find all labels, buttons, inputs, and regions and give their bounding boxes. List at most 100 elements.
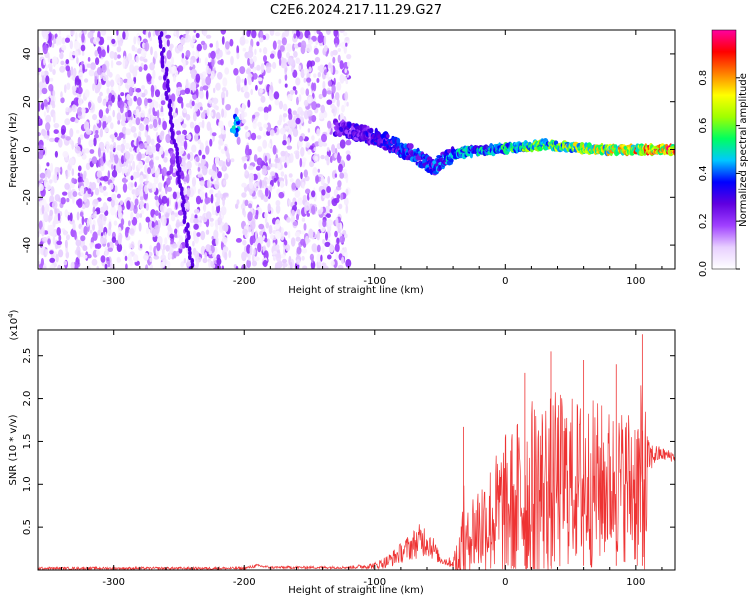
- spectrogram-cell: [117, 234, 122, 245]
- spectrogram-cell: [64, 239, 68, 249]
- spectrogram-cell: [241, 110, 245, 120]
- spectrogram-cell: [102, 152, 106, 163]
- spectrogram-cell: [51, 42, 55, 48]
- spectrogram-cell: [61, 37, 66, 45]
- spectrogram-cell: [291, 182, 296, 190]
- spectrogram-cell: [96, 249, 100, 257]
- spectrogram-cell: [67, 214, 71, 221]
- spectrogram-cell: [307, 128, 311, 133]
- spectrogram-cell: [216, 257, 222, 266]
- spectrogram-cell: [317, 66, 321, 71]
- spectrogram-cell: [97, 147, 101, 158]
- spectrogram-cell: [116, 136, 122, 141]
- spectrogram-cell: [211, 58, 215, 68]
- spectrogram-cell: [323, 44, 328, 52]
- snr-frame: [37, 329, 676, 571]
- spectrogram-x-label: Height of straight line (km): [288, 285, 424, 296]
- spectrogram-cell: [94, 187, 100, 196]
- spectrogram-cell: [164, 237, 168, 245]
- spectrogram-cell: [174, 70, 179, 77]
- spectrogram-cell: [250, 132, 257, 141]
- spectrogram-cell: [97, 229, 101, 236]
- spectrogram-cell: [248, 45, 253, 53]
- spectrogram-cell: [102, 185, 107, 191]
- spectrogram-cell: [327, 120, 332, 129]
- spectrogram-cell: [58, 197, 61, 203]
- spectrogram-cell: [236, 45, 240, 55]
- spectrogram-cell: [327, 80, 332, 87]
- spectrogram-cell: [175, 201, 178, 210]
- spectrogram-cell: [267, 203, 271, 213]
- spectrogram-cell: [50, 100, 55, 106]
- spectrogram-cell: [145, 202, 149, 211]
- spectrogram-cell: [208, 250, 212, 255]
- spectrogram-cell: [86, 63, 92, 68]
- spectrogram-cell: [97, 95, 102, 104]
- spectrogram-cell: [289, 261, 293, 269]
- spectrogram-cell: [339, 235, 345, 244]
- spectrogram-cell: [339, 60, 344, 70]
- spectrogram-cell: [59, 166, 63, 175]
- spectrogram-cell: [241, 251, 247, 262]
- spectrogram-cell: [71, 177, 75, 184]
- spectrogram-cell: [309, 253, 314, 261]
- spectrogram-cell: [191, 144, 197, 153]
- y-tick-label: 0: [22, 146, 33, 152]
- spectrogram-cell: [170, 214, 176, 222]
- spectrogram-cell: [53, 122, 60, 129]
- spectrogram-cell: [202, 85, 209, 91]
- spectrogram-cell: [126, 200, 131, 210]
- spectrogram-cell: [111, 38, 116, 45]
- spectrogram-x-ticks: -300 -200 -100 0 100: [60, 30, 663, 287]
- spectrogram-cell: [307, 39, 314, 45]
- spectrogram-cell: [205, 34, 212, 39]
- snr-multiplier-base: (x10: [9, 318, 20, 341]
- spectrogram-cell: [221, 265, 224, 269]
- spectrogram-cell: [144, 164, 148, 174]
- spectrogram-cell: [53, 113, 56, 123]
- spectrogram-cell: [305, 142, 311, 148]
- spectrogram-cell: [232, 128, 236, 134]
- spectrogram-cell: [222, 161, 226, 171]
- spectrogram-cell: [258, 223, 265, 230]
- spectrogram-cell: [228, 120, 233, 128]
- spectrogram-cell: [107, 115, 112, 123]
- spectrogram-cell: [60, 134, 66, 139]
- spectrogram-cell: [91, 258, 98, 266]
- spectrogram-cell: [65, 37, 70, 43]
- spectrogram-cell: [143, 64, 148, 71]
- spectrogram-cell: [263, 131, 267, 137]
- spectrogram-cell: [287, 57, 293, 66]
- spectrogram-cell: [67, 107, 73, 113]
- spectrogram-cell: [282, 262, 288, 268]
- spectrogram-cell: [98, 109, 104, 119]
- spectrogram-cell: [256, 41, 260, 47]
- spectrogram-cell: [49, 209, 54, 217]
- spectrogram-cell: [153, 175, 159, 185]
- svg-text:(x104): (x104): [7, 309, 20, 340]
- spectrogram-cell: [337, 54, 341, 64]
- spectrogram-cell: [113, 199, 119, 206]
- spectrogram-cell: [138, 222, 142, 232]
- spectrogram-cell: [139, 56, 145, 62]
- spectrogram-cell: [205, 244, 211, 252]
- spectrogram-cell: [157, 35, 162, 41]
- spectrogram-cell: [173, 233, 178, 238]
- spectrogram-cell: [280, 232, 285, 241]
- spectrogram-cell: [138, 66, 143, 72]
- spectrogram-cell: [247, 252, 251, 261]
- spectrogram-cell: [77, 106, 83, 117]
- spectrogram-cell: [98, 36, 105, 46]
- spectrogram-cell: [274, 162, 278, 169]
- spectrogram-cell: [185, 30, 190, 35]
- spectrogram-cell: [221, 129, 226, 135]
- spectrogram-cell: [146, 135, 151, 145]
- spectrogram-cell: [326, 72, 329, 79]
- spectrogram-cell: [56, 240, 63, 245]
- spectrogram-cell: [257, 77, 263, 82]
- spectrogram-cell: [313, 47, 319, 55]
- spectrogram-cell: [273, 177, 277, 183]
- spectrogram-cell: [311, 115, 317, 123]
